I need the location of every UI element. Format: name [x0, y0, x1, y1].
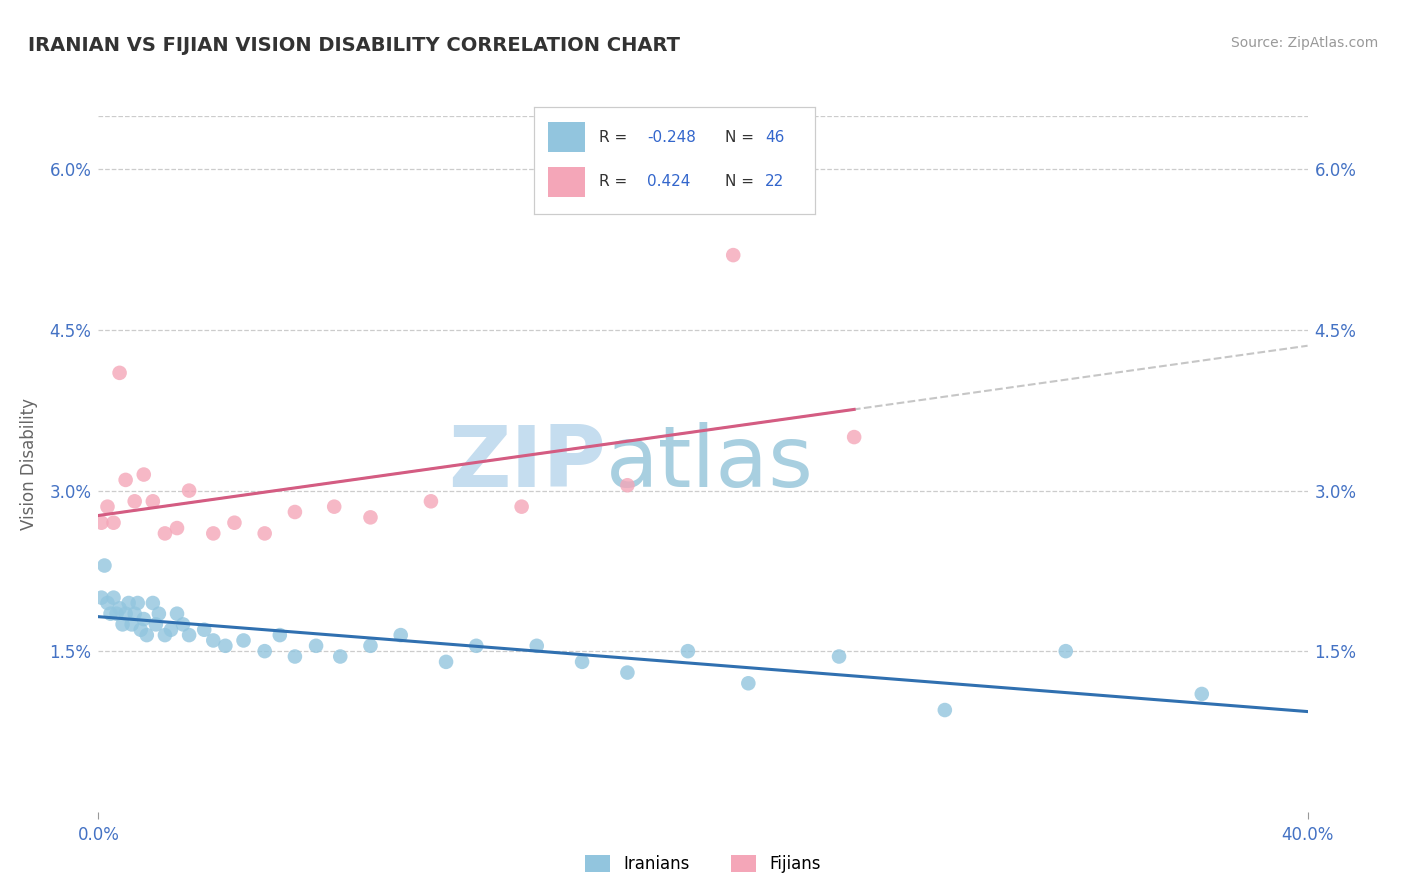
Point [142, 494, 165, 508]
Point [214, 639, 236, 653]
Text: Source: ZipAtlas.com: Source: ZipAtlas.com [1230, 36, 1378, 50]
Point [253, 526, 276, 541]
Point [93, 558, 115, 573]
Point [723, 248, 745, 262]
Text: 22: 22 [765, 175, 785, 189]
Point [269, 628, 291, 642]
Point [96, 596, 118, 610]
Point [329, 649, 352, 664]
Point [360, 510, 382, 524]
Point [105, 607, 128, 621]
Point [1191, 687, 1213, 701]
Point [108, 601, 131, 615]
Point [100, 607, 122, 621]
Point [90, 591, 112, 605]
Point [118, 596, 141, 610]
Point [389, 628, 412, 642]
Point [465, 639, 488, 653]
Point [124, 494, 146, 508]
FancyBboxPatch shape [548, 167, 585, 197]
Point [1054, 644, 1077, 658]
Point [129, 623, 152, 637]
Point [193, 623, 215, 637]
Point [844, 430, 866, 444]
Text: -0.248: -0.248 [647, 129, 696, 145]
Point [510, 500, 533, 514]
Point [202, 633, 225, 648]
Point [284, 505, 307, 519]
Point [420, 494, 443, 508]
Point [232, 633, 254, 648]
Point [571, 655, 593, 669]
Point [114, 473, 136, 487]
Text: R =: R = [599, 175, 633, 189]
Legend: Iranians, Fijians: Iranians, Fijians [585, 855, 821, 873]
Point [111, 617, 134, 632]
Point [160, 623, 183, 637]
Point [166, 607, 188, 621]
Text: 0.424: 0.424 [647, 175, 690, 189]
Point [127, 596, 149, 610]
Point [108, 366, 131, 380]
Point [179, 628, 201, 642]
Point [121, 617, 143, 632]
Point [305, 639, 328, 653]
Point [284, 649, 307, 664]
FancyBboxPatch shape [548, 122, 585, 152]
Text: N =: N = [725, 129, 759, 145]
Point [103, 591, 125, 605]
Point [434, 655, 457, 669]
Point [253, 644, 276, 658]
Point [526, 639, 548, 653]
Point [323, 500, 346, 514]
Point [90, 516, 112, 530]
Point [179, 483, 201, 498]
Text: R =: R = [599, 129, 633, 145]
Point [132, 467, 155, 482]
Point [145, 617, 167, 632]
Text: ZIP: ZIP [449, 422, 606, 506]
Point [166, 521, 188, 535]
Text: IRANIAN VS FIJIAN VISION DISABILITY CORRELATION CHART: IRANIAN VS FIJIAN VISION DISABILITY CORR… [28, 36, 681, 54]
Y-axis label: Vision Disability: Vision Disability [20, 398, 38, 530]
Point [132, 612, 155, 626]
Point [96, 500, 118, 514]
Point [114, 607, 136, 621]
Point [934, 703, 956, 717]
Point [142, 596, 165, 610]
Point [153, 526, 176, 541]
Point [135, 628, 157, 642]
Point [103, 516, 125, 530]
Point [360, 639, 382, 653]
Point [224, 516, 246, 530]
Point [153, 628, 176, 642]
Point [124, 607, 146, 621]
Text: N =: N = [725, 175, 759, 189]
Point [828, 649, 851, 664]
Point [172, 617, 194, 632]
Point [616, 478, 638, 492]
Text: atlas: atlas [606, 422, 814, 506]
Text: 46: 46 [765, 129, 785, 145]
Point [737, 676, 759, 690]
Point [676, 644, 699, 658]
Point [616, 665, 638, 680]
Point [202, 526, 225, 541]
Point [148, 607, 170, 621]
